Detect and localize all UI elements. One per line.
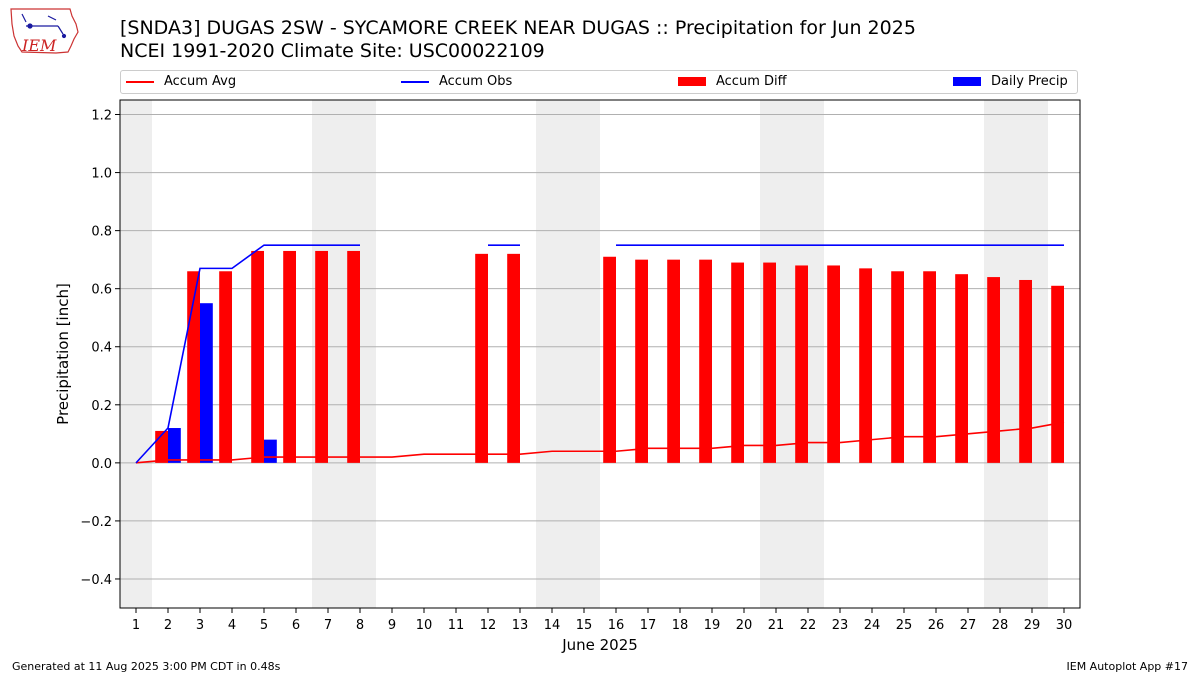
accum-diff-bar-day-6 [283,250,296,463]
x-tick-label-15: 15 [576,618,593,633]
accum-diff-bar-day-30 [1051,285,1064,463]
legend-item-accum-avg: Accum Avg [126,74,236,89]
x-tick-label-21: 21 [768,618,785,633]
accum-diff-bar-day-25 [891,271,904,463]
x-tick-label-2: 2 [164,618,172,633]
x-axis-label: June 2025 [561,636,638,654]
y-axis-ticks: −0.4 −0.2 0.0 0.2 0.4 0.6 0.8 1.0 1.2 [80,109,120,588]
x-tick-label-28: 28 [992,618,1009,633]
accum-diff-bar-day-28 [987,277,1000,463]
iem-logo: IEM [8,6,80,62]
x-tick-label-7: 7 [324,618,332,633]
legend-swatch-accum-avg [126,80,154,83]
daily-precip-bar-day-2 [168,428,181,463]
x-axis-ticks: 1 2 3 4 5 6 7 8 9 10 11 12 13 14 15 16 17 18 19 20 21 22 23 24 2… [132,608,1072,633]
y-tick-label-1: −0.2 [80,515,112,530]
weekend-band-1 [120,100,152,608]
legend-label-accum-diff: Accum Diff [716,74,787,89]
x-tick-label-29: 29 [1024,618,1041,633]
accum-diff-bar-day-22 [795,265,808,463]
x-tick-label-11: 11 [448,618,465,633]
weekend-band-3 [536,100,600,608]
y-tick-label-3: 0.2 [91,399,112,414]
x-tick-label-1: 1 [132,618,140,633]
accum-diff-bar-day-24 [859,268,872,463]
y-tick-label-5: 0.6 [91,283,112,298]
plot-frame [119,99,1081,609]
x-tick-label-18: 18 [672,618,689,633]
accum-diff-bar-day-27 [955,274,968,463]
chart-subtitle: NCEI 1991-2020 Climate Site: USC00022109 [120,40,545,62]
x-tick-label-27: 27 [960,618,977,633]
x-tick-label-24: 24 [864,618,881,633]
accum-obs-line-segment-1 [135,244,360,464]
accum-diff-bar-day-8 [347,250,360,463]
y-tick-label-4: 0.4 [91,341,112,356]
y-tick-label-6: 0.8 [91,225,112,240]
x-tick-label-12: 12 [480,618,497,633]
legend-label-daily-precip: Daily Precip [991,74,1068,89]
accum-diff-bar-day-12 [475,253,488,463]
y-gridlines [120,114,1080,580]
daily-precip-bar-day-5 [264,439,277,463]
logo-text: IEM [21,36,57,55]
x-tick-label-26: 26 [928,618,945,633]
legend-swatch-accum-obs [401,80,429,83]
accum-diff-bar-day-23 [827,265,840,463]
y-tick-label-8: 1.2 [91,109,112,124]
accum-diff-bar-day-29 [1019,279,1032,463]
accum-diff-bar-day-17 [635,259,648,463]
daily-precip-bar-day-3 [200,303,213,463]
accum-diff-bar-day-26 [923,271,936,463]
y-tick-label-2: 0.0 [91,457,112,472]
accum-diff-bar-day-4 [219,271,232,463]
legend-item-daily-precip: Daily Precip [953,74,1068,89]
x-tick-label-9: 9 [388,618,396,633]
x-tick-label-23: 23 [832,618,849,633]
x-tick-label-20: 20 [736,618,753,633]
x-tick-label-10: 10 [416,618,433,633]
accum-diff-bar-day-13 [507,253,520,463]
footer-generated: Generated at 11 Aug 2025 3:00 PM CDT in … [12,660,281,673]
series-lines [135,244,1065,464]
x-tick-label-17: 17 [640,618,657,633]
chart-title: [SNDA3] DUGAS 2SW - SYCAMORE CREEK NEAR … [120,17,916,39]
y-axis-label: Precipitation [inch] [54,283,72,425]
legend-item-accum-obs: Accum Obs [401,74,512,89]
x-tick-label-6: 6 [292,618,300,633]
legend: Accum Avg Accum Obs Accum Diff Daily Pre… [120,70,1078,94]
accum-diff-bar-day-7 [315,250,328,463]
y-tick-label-7: 1.0 [91,167,112,182]
accum-diff-bar-day-20 [731,262,744,463]
x-tick-label-14: 14 [544,618,561,633]
x-tick-label-3: 3 [196,618,204,633]
accum-diff-bar-day-18 [667,259,680,463]
accum-diff-bar-day-21 [763,262,776,463]
x-tick-label-19: 19 [704,618,721,633]
legend-swatch-accum-diff [678,77,706,86]
legend-item-accum-diff: Accum Diff [678,74,787,89]
accum-diff-bar-day-16 [603,256,616,463]
x-tick-label-13: 13 [512,618,529,633]
accum-diff-bar-day-5 [251,250,264,463]
legend-label-accum-obs: Accum Obs [439,74,513,89]
legend-label-accum-avg: Accum Avg [164,74,237,89]
legend-swatch-daily-precip [953,77,981,86]
x-tick-label-30: 30 [1056,618,1073,633]
x-tick-label-5: 5 [260,618,268,633]
x-tick-label-4: 4 [228,618,236,633]
x-tick-label-16: 16 [608,618,625,633]
y-tick-label-0: −0.4 [80,573,112,588]
accum-avg-line-segment-1 [135,421,1065,464]
x-tick-label-8: 8 [356,618,364,633]
bars [155,250,1064,463]
accum-diff-bar-day-19 [699,259,712,463]
x-tick-label-22: 22 [800,618,817,633]
footer-app: IEM Autoplot App #17 [1066,660,1189,673]
x-tick-label-25: 25 [896,618,913,633]
